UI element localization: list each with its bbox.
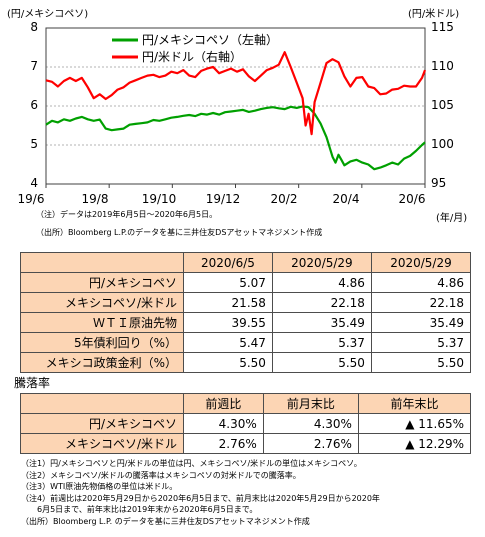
change-col-header: 前年末比 [357,393,472,414]
chart-grid [46,66,425,146]
footnote: （注2）メキシコペソ/米ドルの騰落率はメキシコペソの対米ドルでの騰落率。 [21,470,301,480]
x-tick-marks [45,184,426,188]
cell: 22.18 [370,292,472,313]
right-axis-unit: (円/米ドル) [408,9,460,20]
table-row: メキシコペソ/米ドル 2.76% 2.76% ▲ 12.29% [20,433,472,454]
x-tick-label: 20/2 [270,192,298,206]
x-axis-unit: (年/月) [436,213,468,224]
levels-corner [20,252,184,273]
table-row: 円/メキシコペソ 5.07 4.86 4.86 [20,272,472,293]
table-row: メキシコペソ/米ドル 21.58 22.18 22.18 [20,292,472,313]
cell: 5.47 [183,332,273,353]
change-section-title: 騰落率 [14,376,51,390]
cell: 39.55 [183,312,273,333]
table-row: 5年債利回り（%） 5.47 5.37 5.37 [20,332,472,353]
right-y-tick: 100 [431,137,454,151]
x-tick-label: 19/8 [81,192,109,206]
right-y-tick: 105 [431,98,454,112]
left-y-tick: 8 [30,20,38,34]
change-corner [20,393,184,414]
cell: 4.30% [262,413,359,434]
right-y-tick: 115 [431,20,454,34]
footnote: 6月5日まで、前年末比は2019年末から2020年6月5日まで。 [21,505,258,515]
x-tick-label: 19/6 [17,192,45,206]
left-y-tick: 6 [30,98,38,112]
chart-source: （出所）Bloomberg L.P.のデータを基に三井住友DSアセットマネジメン… [36,228,323,237]
cell: 4.86 [370,272,472,293]
cell: 21.58 [183,292,273,313]
cell: 2.76% [183,433,264,454]
cell: 22.18 [271,292,372,313]
left-y-tick: 5 [30,137,38,151]
cell: 35.49 [370,312,472,333]
row-label: メキシコペソ/米ドル [20,433,184,454]
series-line-usd-jpy [45,51,427,136]
change-table: 前週比 前月末比 前年末比 円/メキシコペソ 4.30% 4.30% ▲ 11.… [20,393,472,454]
levels-table: 2020/6/5 2020/5/29 2020/5/29 円/メキシコペソ 5.… [20,252,472,373]
footnote: （注4）前週比は2020年5月29日から2020年6月5日まで、前月末比は202… [21,493,380,503]
cell: 5.07 [183,272,273,293]
cell: 5.50 [183,352,273,373]
levels-col-header: 2020/5/29 [271,252,372,273]
row-label: 5年債利回り（%） [20,332,184,353]
footnotes: （注1）円/メキシコペソと円/米ドルの単位は円、メキシコペソ/米ドルの単位はメキ… [21,458,380,528]
table-row: 円/メキシコペソ 4.30% 4.30% ▲ 11.65% [20,413,472,434]
left-y-tick: 7 [30,59,38,73]
x-tick-label: 20/4 [332,192,360,206]
row-label: 円/メキシコペソ [20,272,184,293]
legend-label-usd-jpy: 円/米ドル（右軸） [142,49,242,64]
cell: 35.49 [271,312,372,333]
right-y-tick: 110 [431,59,454,73]
cell: 5.50 [370,352,472,373]
right-y-tick: 95 [431,176,447,190]
row-label: メキシコペソ/米ドル [20,292,184,313]
footnote: （注1）円/メキシコペソと円/米ドルの単位は円、メキシコペソ/米ドルの単位はメキ… [21,459,362,468]
left-axis-unit: (円/メキシコペソ) [7,9,89,20]
change-col-header: 前月末比 [262,393,359,414]
row-label: ＷＴＩ原油先物 [20,312,184,333]
left-y-tick: 4 [30,176,38,190]
x-tick-label: 20/6 [398,192,426,206]
cell: 4.30% [183,413,264,434]
cell: ▲ 11.65% [357,413,472,434]
row-label: 円/メキシコペソ [20,413,184,434]
x-tick-label: 19/12 [205,192,241,206]
change-col-header: 前週比 [183,393,264,414]
row-label: メキシコ政策金利（%） [20,352,184,373]
legend: 円/メキシコペソ（左軸） 円/米ドル（右軸） [112,32,278,64]
levels-col-header: 2020/6/5 [183,252,273,273]
levels-col-header: 2020/5/29 [370,252,472,273]
cell: ▲ 12.29% [357,433,472,454]
footnote: （注3）WTI原油先物価格の単位は米ドル。 [21,482,178,492]
line-chart: 円/メキシコペソ（左軸） 円/米ドル（右軸） [45,27,427,188]
table-row: ＷＴＩ原油先物 39.55 35.49 35.49 [20,312,472,333]
footnote: （出所）Bloomberg L.P. のデータを基に三井住友DSアセットマネジメ… [21,516,310,526]
cell: 4.86 [271,272,372,293]
chart-note: （注）データは2019年6月5日～2020年6月5日。 [36,210,218,219]
legend-label-mxn-jpy: 円/メキシコペソ（左軸） [142,32,278,47]
cell: 2.76% [262,433,359,454]
cell: 5.50 [271,352,372,373]
cell: 5.37 [370,332,472,353]
series-line-mxn-jpy [45,105,426,171]
table-row: メキシコ政策金利（%） 5.50 5.50 5.50 [20,352,472,373]
cell: 5.37 [271,332,372,353]
x-tick-label: 19/10 [141,192,177,206]
